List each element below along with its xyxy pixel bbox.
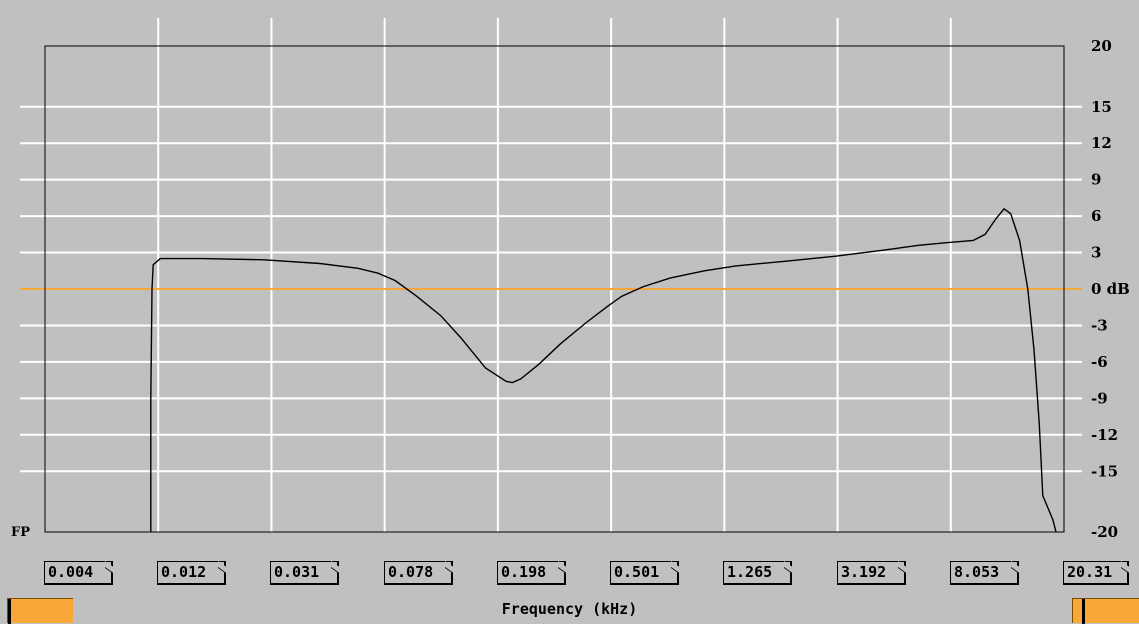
plot-frame: [44, 45, 1065, 533]
y-tick-label: -3: [1091, 316, 1108, 334]
x-tick-label[interactable]: 8.053: [950, 561, 1019, 585]
response-curve: [150, 207, 1057, 533]
y-tick-label: 15: [1091, 98, 1112, 116]
right-range-slider[interactable]: [1072, 598, 1139, 624]
x-tick-label[interactable]: 0.012: [157, 561, 226, 585]
y-tick-label: 6: [1091, 207, 1101, 225]
y-tick-label: 20: [1091, 37, 1112, 55]
y-tick-label: -6: [1091, 353, 1108, 371]
y-tick-label: 0 dB: [1091, 280, 1130, 298]
x-axis-label: Frequency (kHz): [501, 600, 638, 618]
left-slider-thumb[interactable]: [8, 599, 11, 624]
y-tick-label: -20: [1091, 523, 1118, 541]
left-range-slider[interactable]: [7, 598, 73, 624]
frequency-response-plot: 20 15 12 9 6 3 0 dB -3 -6 -9 -12 -15 -20 FP: [11, 18, 1130, 541]
x-tick-label[interactable]: 0.198: [497, 561, 566, 585]
corner-label: FP: [11, 525, 30, 540]
x-tick-label[interactable]: 1.265: [723, 561, 792, 585]
y-tick-label: 12: [1091, 134, 1112, 152]
x-tick-label[interactable]: 0.004: [44, 561, 113, 585]
y-tick-label: 9: [1091, 171, 1101, 189]
right-slider-thumb[interactable]: [1082, 599, 1085, 624]
y-tick-label: 3: [1091, 244, 1101, 262]
y-tick-label: -15: [1091, 462, 1118, 480]
x-tick-label[interactable]: 3.192: [837, 561, 906, 585]
x-tick-label[interactable]: 20.31: [1063, 561, 1129, 585]
y-tick-label: -12: [1091, 426, 1118, 444]
x-tick-label[interactable]: 0.501: [610, 561, 679, 585]
x-tick-label[interactable]: 0.031: [270, 561, 339, 585]
y-tick-label: -9: [1091, 389, 1108, 407]
x-tick-label[interactable]: 0.078: [384, 561, 453, 585]
